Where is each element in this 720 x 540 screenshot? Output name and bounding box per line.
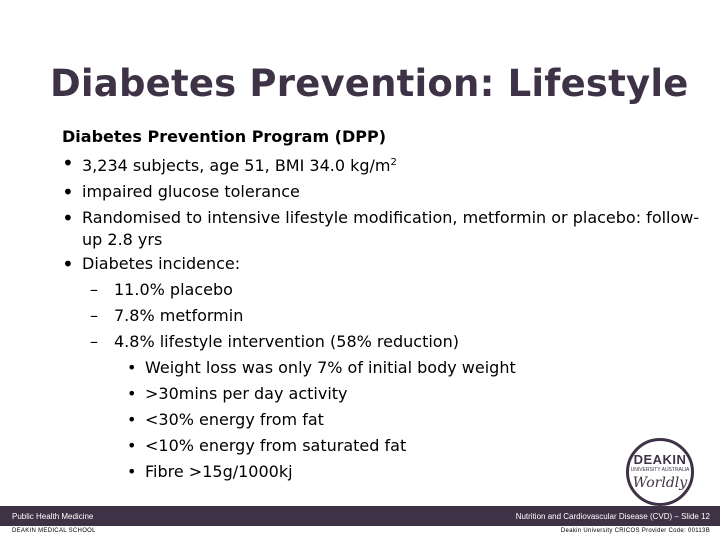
deakin-logo: DEAKIN UNIVERSITY AUSTRALIA Worldly (626, 438, 694, 506)
bullet-dot-icon: • (127, 462, 137, 481)
bullet-dot-icon: • (62, 180, 74, 204)
incidence-item: – 7.8% metformin (62, 303, 702, 329)
detail-text: <10% energy from saturated fat (145, 436, 407, 455)
bullet-subjects: • 3,234 subjects, age 51, BMI 34.0 kg/m2 (62, 150, 702, 179)
dash-icon: – (90, 332, 98, 351)
logo-name: DEAKIN (633, 451, 687, 467)
bullet-text: Diabetes incidence: (82, 254, 241, 273)
detail-text: Weight loss was only 7% of initial body … (145, 358, 516, 377)
incidence-item: – 11.0% placebo (62, 277, 702, 303)
dash-icon: – (90, 280, 98, 299)
detail-item: • >30mins per day activity (62, 381, 702, 407)
slide-title: Diabetes Prevention: Lifestyle (50, 62, 689, 105)
superscript: 2 (390, 157, 397, 168)
incidence-text: 4.8% lifestyle intervention (58% reducti… (114, 332, 459, 351)
bullet-dot-icon: • (127, 358, 137, 377)
logo-subtitle: UNIVERSITY AUSTRALIA (630, 466, 690, 473)
incidence-text: 7.8% metformin (114, 306, 244, 325)
detail-item: • <10% energy from saturated fat (62, 433, 702, 459)
footer-sub-right: Deakin University CRICOS Provider Code: … (560, 528, 710, 534)
slide-body: Diabetes Prevention Program (DPP) • 3,23… (62, 124, 702, 485)
dash-icon: – (90, 306, 98, 325)
bullet-text: 3,234 subjects, age 51, BMI 34.0 kg/m (82, 156, 391, 175)
detail-item: • Weight loss was only 7% of initial bod… (62, 355, 702, 381)
detail-item: • <30% energy from fat (62, 407, 702, 433)
incidence-item: – 4.8% lifestyle intervention (58% reduc… (62, 329, 702, 355)
footer-right: Nutrition and Cardiovascular Disease (CV… (515, 512, 710, 521)
bullet-text: Randomised to intensive lifestyle modifi… (82, 208, 700, 249)
section-heading: Diabetes Prevention Program (DPP) (62, 127, 387, 146)
detail-item: • Fibre >15g/1000kj (62, 459, 702, 485)
footer-left: Public Health Medicine (12, 512, 94, 521)
bullet-dot-icon: • (62, 252, 74, 276)
footer-bar: Public Health Medicine Nutrition and Car… (0, 506, 720, 526)
bullet-dot-icon: • (127, 436, 137, 455)
bullet-dot-icon: • (62, 151, 74, 175)
incidence-text: 11.0% placebo (114, 280, 233, 299)
footer-sub-left: DEAKIN MEDICAL SCHOOL (12, 528, 96, 534)
bullet-dot-icon: • (127, 384, 137, 403)
detail-text: <30% energy from fat (145, 410, 324, 429)
detail-text: Fibre >15g/1000kj (145, 462, 293, 481)
bullet-text: impaired glucose tolerance (82, 182, 300, 201)
bullet-dot-icon: • (62, 206, 74, 230)
logo-tagline: Worldly (632, 474, 688, 491)
bullet-randomised: • Randomised to intensive lifestyle modi… (62, 205, 702, 251)
bullet-glucose: • impaired glucose tolerance (62, 179, 702, 205)
bullet-incidence: • Diabetes incidence: (62, 251, 702, 277)
detail-text: >30mins per day activity (145, 384, 348, 403)
bullet-dot-icon: • (127, 410, 137, 429)
